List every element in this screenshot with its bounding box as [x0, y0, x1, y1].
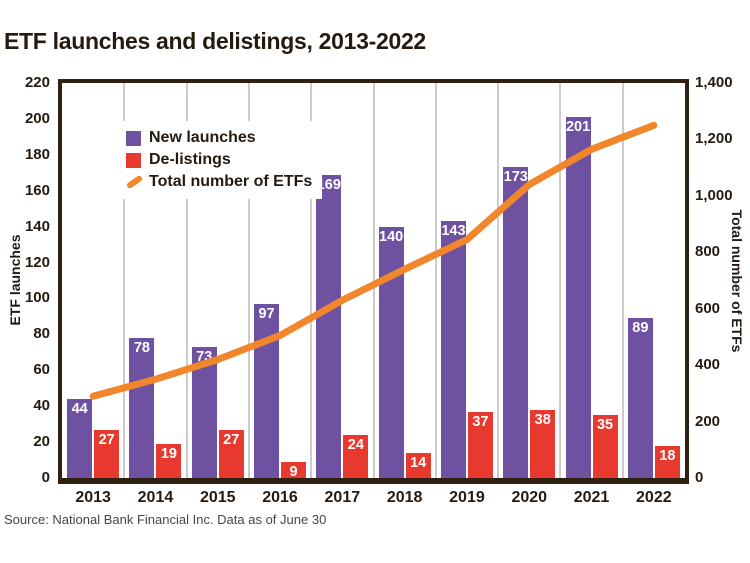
left-axis-tick: 200: [24, 109, 50, 127]
total-etfs-line: [89, 121, 658, 400]
bar-value-label: 19: [160, 445, 177, 462]
legend-label-delistings: De-listings: [149, 151, 231, 168]
x-axis-label-2015: 2015: [199, 489, 236, 506]
bar-value-label: 143: [441, 223, 466, 240]
x-axis-label-2017: 2017: [324, 489, 361, 506]
bar-value-label: 140: [379, 228, 404, 245]
bar-new-launches-2020: [503, 167, 529, 478]
bar-new-launches-2021: [565, 117, 591, 478]
left-axis-tick: 80: [33, 325, 50, 343]
bar-value-label: 97: [258, 305, 275, 322]
legend-item-new-launches: New launches: [126, 129, 312, 147]
bar-value-label: 44: [71, 401, 88, 417]
right-axis-tick: 400: [695, 356, 721, 374]
plot-area: 44 78 73 97 169 140 143 173 201 89 27 19 27 9 24 14 37 38…: [58, 79, 689, 484]
bar-value-label: 27: [98, 431, 115, 448]
right-axis-title: Total number of ETFs: [729, 209, 745, 353]
left-axis-tick: 120: [24, 253, 50, 271]
left-axis-tick: 180: [24, 145, 50, 163]
new-launches-swatch: [126, 130, 141, 146]
x-axis-label-2016: 2016: [262, 489, 298, 506]
bar-delistings-2014: [156, 443, 182, 478]
bar-delistings-2013: [94, 429, 120, 478]
source-note: Source: National Bank Financial Inc. Dat…: [4, 512, 327, 527]
bar-new-launches-2019: [440, 221, 466, 478]
right-axis-tick: 200: [695, 412, 721, 430]
x-axis-label-2020: 2020: [511, 489, 548, 506]
plot-canvas: 44 78 73 97 169 140 143 173 201 89 27 19 27 9 24 14 37 38…: [62, 83, 685, 480]
left-axis-tick: 140: [24, 217, 50, 235]
bar-new-launches-2022: [627, 318, 653, 478]
bar-delistings-2020: [530, 409, 556, 478]
gridline: [185, 83, 188, 478]
gridline: [621, 83, 624, 478]
x-axis-label-2021: 2021: [573, 489, 610, 506]
left-axis-tick: 160: [24, 181, 50, 199]
legend: New launches De-listings Total number of…: [118, 121, 323, 199]
bar-value-label: 14: [410, 454, 427, 471]
right-axis-tick: 1,000: [695, 186, 733, 204]
x-axis-label-2018: 2018: [386, 489, 423, 506]
legend-label-new-launches: New launches: [149, 129, 256, 146]
x-axis-label-2014: 2014: [137, 489, 174, 506]
bar-delistings-2018: [405, 452, 431, 478]
right-axis-tick: 1,200: [695, 130, 733, 148]
left-axis-tick: 40: [33, 397, 50, 415]
gridline: [372, 83, 375, 478]
bar-value-label: 18: [659, 447, 676, 464]
x-axis-label-2013: 2013: [75, 489, 111, 506]
left-axis-tick: 220: [24, 74, 50, 91]
bar-value-label: 9: [289, 463, 298, 480]
right-axis-tick: 600: [695, 299, 721, 317]
left-axis-tick: 100: [24, 289, 50, 307]
left-axis-title: ETF launches: [7, 234, 23, 326]
gridline: [559, 83, 562, 478]
bar-delistings-2022: [654, 445, 680, 478]
bar-value-label: 38: [534, 411, 551, 428]
bar-new-launches-2017: [316, 174, 342, 478]
gridline: [123, 83, 126, 478]
bar-delistings-2019: [467, 411, 493, 478]
bar-value-label: 173: [503, 169, 528, 186]
bar-delistings-2017: [343, 434, 369, 478]
right-axis-tick: 800: [695, 243, 721, 261]
bar-delistings-2016: [281, 461, 307, 478]
left-axis-tick: 20: [33, 433, 50, 451]
bar-value-label: 78: [133, 339, 150, 356]
bar-value-label: 89: [632, 320, 649, 337]
legend-item-delistings: De-listings: [126, 151, 312, 169]
left-axis-tick: 0: [41, 469, 50, 486]
gridline: [310, 83, 313, 478]
left-axis-tick: 60: [33, 361, 50, 379]
bar-delistings-2015: [218, 429, 244, 478]
bar-value-label: 169: [316, 176, 341, 193]
chart-title: ETF launches and delistings, 2013-2022: [4, 28, 426, 54]
bar-new-launches-2013: [67, 399, 93, 478]
x-axis-label-2019: 2019: [449, 489, 485, 506]
legend-label-total-etfs: Total number of ETFs: [149, 173, 313, 190]
bar-value-label: 24: [347, 436, 364, 453]
right-axis-tick: 1,400: [695, 74, 733, 91]
gridline: [434, 83, 437, 478]
bar-value-label: 27: [223, 431, 240, 448]
bar-new-launches-2016: [254, 303, 280, 478]
bar-value-label: 37: [472, 413, 489, 430]
x-axis-label-2022: 2022: [636, 489, 672, 506]
right-axis-tick: 0: [695, 469, 704, 486]
bar-value-label: 35: [596, 417, 614, 434]
legend-item-total-etfs: Total number of ETFs: [125, 173, 313, 191]
delistings-swatch: [126, 152, 141, 168]
bar-delistings-2021: [592, 415, 618, 478]
gridline: [247, 83, 250, 478]
gridline: [497, 83, 500, 478]
bar-value-label: 201: [565, 119, 591, 136]
bar-new-launches-2014: [129, 337, 155, 478]
